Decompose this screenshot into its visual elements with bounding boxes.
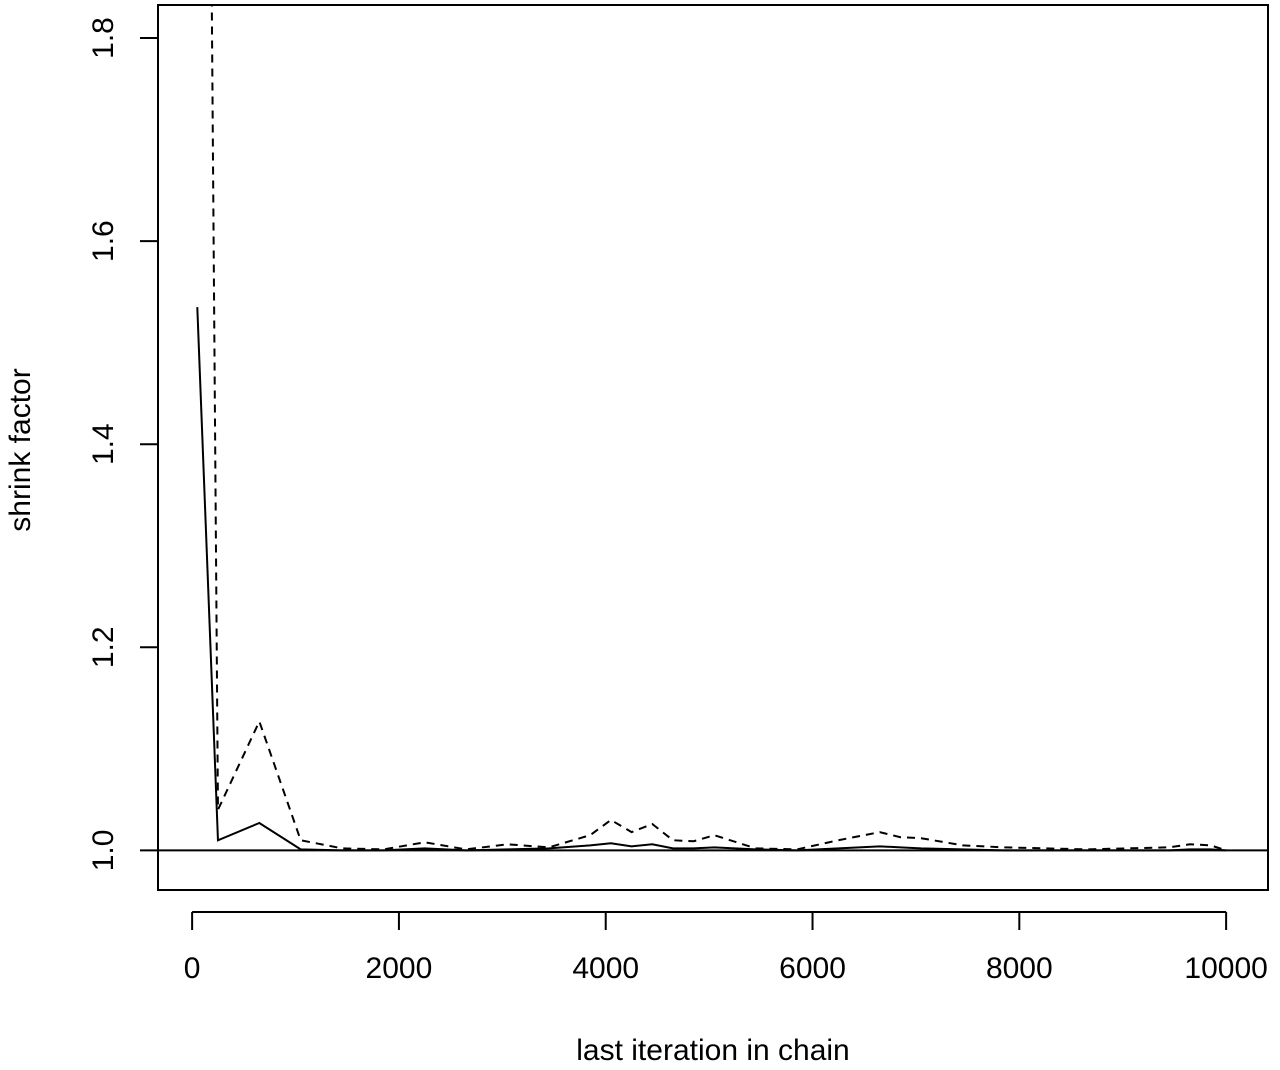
y-tick-label: 1.2 bbox=[87, 626, 120, 668]
x-axis-label: last iteration in chain bbox=[576, 1034, 850, 1067]
x-tick-label: 4000 bbox=[572, 952, 639, 985]
x-tick-label: 8000 bbox=[986, 952, 1053, 985]
y-tick-label: 1.8 bbox=[87, 17, 120, 59]
x-tick-label: 6000 bbox=[779, 952, 846, 985]
plot-box bbox=[157, 4, 1269, 891]
x-tick-label: 2000 bbox=[366, 952, 433, 985]
y-tick-label: 1.0 bbox=[87, 830, 120, 872]
plot-area bbox=[158, 5, 1268, 852]
y-tick-label: 1.4 bbox=[87, 423, 120, 465]
x-tick-label: 10000 bbox=[1184, 952, 1267, 985]
y-tick-label: 1.6 bbox=[87, 220, 120, 262]
y-axis-label: shrink factor bbox=[4, 368, 37, 531]
series-line bbox=[210, 5, 1227, 852]
x-tick-label: 0 bbox=[184, 952, 201, 985]
series-line bbox=[196, 307, 1227, 852]
